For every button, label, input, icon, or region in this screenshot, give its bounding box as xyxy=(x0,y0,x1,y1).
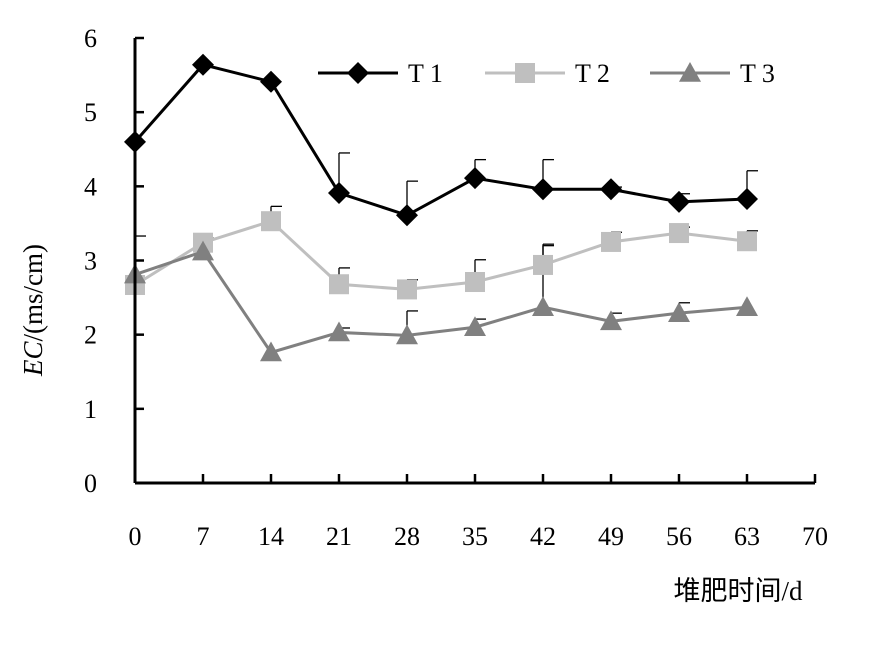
y-axis-title: EC/(ms/cm) xyxy=(18,244,48,377)
data-point-t1 xyxy=(260,70,282,93)
series-line-t1 xyxy=(133,63,748,217)
legend-marker-t1 xyxy=(347,62,369,84)
y-tick-label: 6 xyxy=(84,24,97,53)
series-line-t3 xyxy=(134,249,748,355)
y-tick-label: 5 xyxy=(84,98,97,127)
data-point-t3 xyxy=(532,296,554,317)
data-point-t3 xyxy=(328,321,350,342)
x-tick-label: 56 xyxy=(666,522,692,551)
x-axis-title: 堆肥时间/d xyxy=(673,576,803,606)
data-point-t2 xyxy=(737,231,757,252)
data-point-t2 xyxy=(669,223,689,244)
data-point-t2 xyxy=(329,274,349,295)
data-point-t2 xyxy=(465,272,485,293)
data-point-t3 xyxy=(668,302,690,322)
data-point-t3 xyxy=(464,316,486,337)
y-tick-label: 3 xyxy=(84,247,97,276)
series-lines xyxy=(133,63,748,355)
data-point-t3 xyxy=(260,341,282,362)
data-point-t1 xyxy=(668,190,690,213)
data-point-t2 xyxy=(261,211,281,232)
data-point-t2 xyxy=(601,231,621,252)
series-line-t2 xyxy=(134,219,748,291)
x-tick-label: 21 xyxy=(326,522,352,551)
legend-marker-t2 xyxy=(515,63,535,83)
y-tick-label: 1 xyxy=(84,395,97,424)
legend: T 1 T 2 T 3 xyxy=(318,59,775,88)
legend-label-t3: T 3 xyxy=(740,59,775,88)
data-point-t2 xyxy=(533,254,553,275)
legend-marker-t3 xyxy=(679,62,701,82)
x-tick-label: 35 xyxy=(462,522,488,551)
x-tick-label: 7 xyxy=(197,522,210,551)
data-point-t1 xyxy=(192,53,214,76)
data-point-t3 xyxy=(600,310,622,331)
data-point-t3 xyxy=(396,324,418,345)
x-tick-label: 63 xyxy=(734,522,760,551)
data-point-t1 xyxy=(396,204,418,227)
x-tick-label: 49 xyxy=(598,522,624,551)
data-point-t1 xyxy=(464,167,486,190)
x-tick-label: 0 xyxy=(129,522,142,551)
data-point-t1 xyxy=(600,178,622,201)
data-point-t1 xyxy=(328,182,350,205)
x-tick-label: 42 xyxy=(530,522,556,551)
y-tick-label: 0 xyxy=(84,469,97,498)
y-axis-title-unit: /(ms/cm) xyxy=(18,244,48,341)
axes xyxy=(133,36,817,485)
data-point-t2 xyxy=(397,279,417,300)
data-point-t3 xyxy=(192,240,214,261)
y-tick-label: 2 xyxy=(84,321,97,350)
y-axis-title-variable: EC xyxy=(18,341,48,377)
x-tick-label: 70 xyxy=(802,522,828,551)
data-point-t3 xyxy=(736,296,758,317)
y-tick-label: 4 xyxy=(84,172,97,201)
legend-label-t1: T 1 xyxy=(408,59,443,88)
legend-label-t2: T 2 xyxy=(575,59,610,88)
data-point-t1 xyxy=(532,178,554,201)
data-point-t1 xyxy=(736,187,758,210)
error-bars xyxy=(134,152,758,336)
series-markers xyxy=(124,53,758,362)
x-tick-label: 28 xyxy=(394,522,420,551)
x-tick-label: 14 xyxy=(258,522,284,551)
